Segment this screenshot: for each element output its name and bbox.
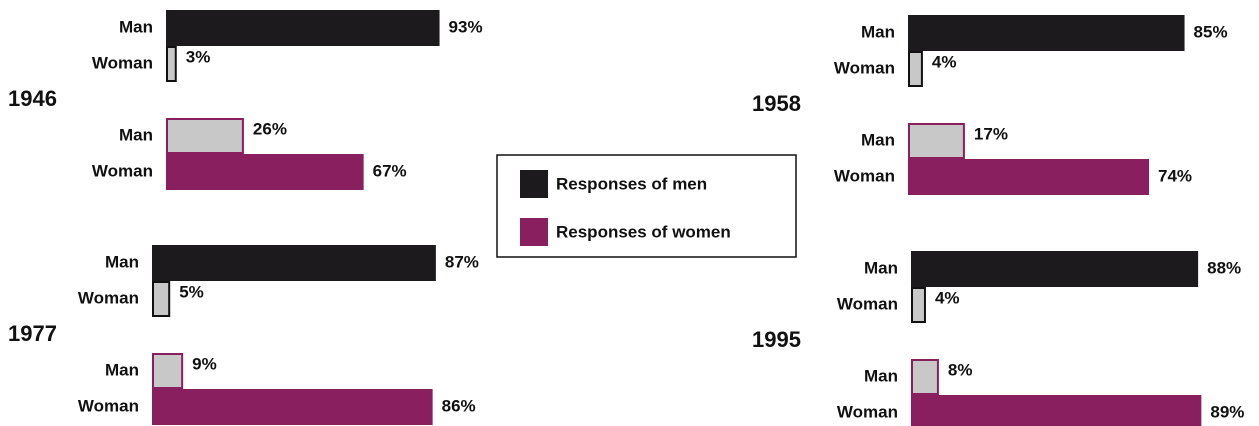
legend-swatch xyxy=(520,170,548,198)
bar xyxy=(908,123,965,159)
category-label: Woman xyxy=(837,294,898,313)
category-label: Man xyxy=(119,125,153,144)
category-label: Man xyxy=(861,130,895,149)
value-label: 5% xyxy=(179,282,204,301)
value-label: 89% xyxy=(1210,402,1244,421)
category-label: Woman xyxy=(837,402,898,421)
category-label: Woman xyxy=(834,58,895,77)
bar xyxy=(908,51,923,87)
panel-title: 1946 xyxy=(8,86,57,111)
category-label: Woman xyxy=(92,53,153,72)
bar xyxy=(911,395,1202,426)
value-label: 87% xyxy=(445,252,479,271)
category-label: Man xyxy=(861,22,895,41)
legend-swatch xyxy=(520,218,548,246)
legend-label: Responses of men xyxy=(556,174,707,193)
value-label: 74% xyxy=(1158,166,1192,185)
category-label: Man xyxy=(105,360,139,379)
category-label: Woman xyxy=(834,166,895,185)
value-label: 3% xyxy=(186,47,211,66)
category-label: Woman xyxy=(78,396,139,415)
panel-title: 1958 xyxy=(752,91,801,116)
category-label: Man xyxy=(864,258,898,277)
value-label: 86% xyxy=(442,396,476,415)
bar xyxy=(911,251,1199,287)
bar xyxy=(908,15,1185,51)
value-label: 26% xyxy=(253,119,287,138)
category-label: Man xyxy=(864,366,898,385)
value-label: 85% xyxy=(1194,22,1228,41)
value-label: 8% xyxy=(948,360,973,379)
panel-title: 1995 xyxy=(752,327,801,352)
bar xyxy=(166,46,177,82)
bar xyxy=(908,159,1150,195)
bar xyxy=(152,389,433,425)
legend-label: Responses of women xyxy=(556,222,731,241)
value-label: 4% xyxy=(932,52,957,71)
bar xyxy=(152,353,184,389)
value-label: 93% xyxy=(449,17,483,36)
value-label: 67% xyxy=(373,161,407,180)
value-label: 9% xyxy=(192,354,217,373)
bar xyxy=(152,245,436,281)
category-label: Man xyxy=(105,252,139,271)
category-label: Woman xyxy=(92,161,153,180)
value-label: 88% xyxy=(1207,258,1241,277)
category-label: Woman xyxy=(78,288,139,307)
value-label: 4% xyxy=(935,288,960,307)
bar xyxy=(166,10,440,46)
value-label: 17% xyxy=(974,124,1008,143)
bar xyxy=(166,154,364,190)
category-label: Man xyxy=(119,17,153,36)
panel-title: 1977 xyxy=(8,321,57,346)
bar xyxy=(152,281,171,317)
bar xyxy=(166,118,244,154)
bar xyxy=(911,359,939,395)
bar xyxy=(911,287,926,323)
